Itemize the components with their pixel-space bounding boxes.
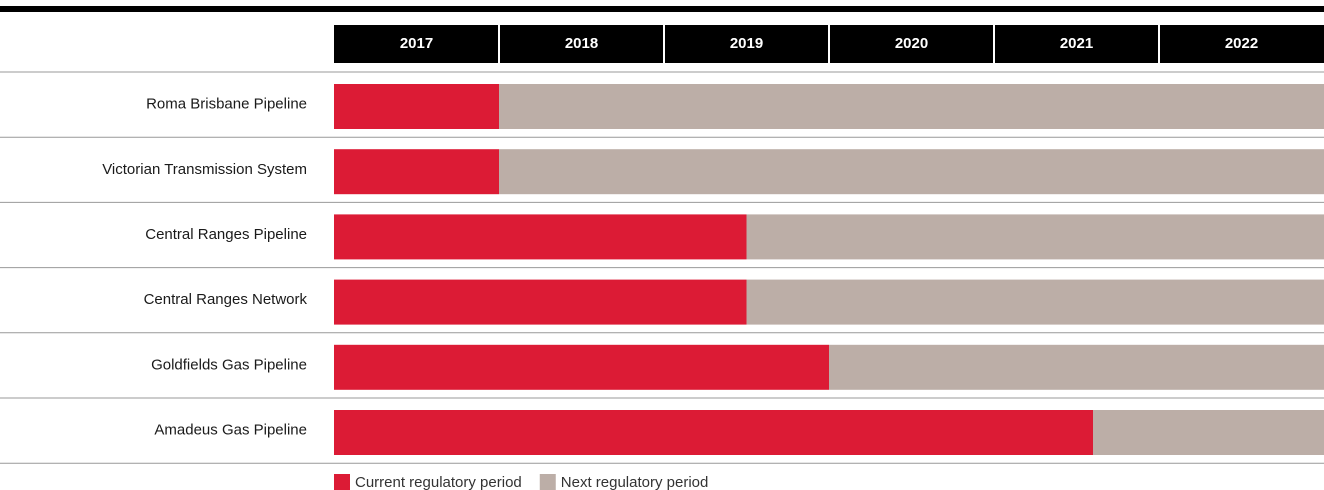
header-cell [1160, 25, 1324, 63]
current-period-bar [334, 84, 499, 129]
header-cell [500, 25, 663, 63]
row-label: Amadeus Gas Pipeline [154, 422, 307, 439]
row-label: Victorian Transmission System [102, 161, 307, 178]
current-period-bar [334, 410, 1093, 455]
next-period-bar [746, 279, 1324, 325]
current-period-bar [334, 279, 747, 325]
header-cell [830, 25, 993, 63]
legend-swatch [334, 474, 350, 490]
legend-label: Next regulatory period [561, 474, 709, 490]
row-label: Central Ranges Network [144, 291, 308, 308]
current-period-bar [334, 344, 829, 390]
current-period-bar [334, 214, 747, 260]
header-cell [995, 25, 1158, 63]
next-period-bar [746, 214, 1324, 260]
header-label: 2021 [1060, 35, 1093, 52]
header-cell [665, 25, 828, 63]
next-period-bar [829, 344, 1324, 390]
header-label: 2017 [400, 35, 433, 52]
header-label: 2018 [565, 35, 598, 52]
legend-label: Current regulatory period [355, 474, 522, 490]
row-label: Central Ranges Pipeline [145, 226, 307, 243]
next-period-bar [499, 84, 1324, 129]
row-label: Goldfields Gas Pipeline [151, 356, 307, 373]
header-label: 2019 [730, 35, 763, 52]
current-period-bar [334, 149, 499, 195]
header-label: 2020 [895, 35, 928, 52]
header-label: 2022 [1225, 35, 1258, 52]
row-label: Roma Brisbane Pipeline [146, 96, 307, 113]
legend-swatch [539, 474, 556, 490]
next-period-bar [499, 149, 1324, 195]
header-cell [334, 25, 498, 63]
top-rule [0, 6, 1324, 12]
next-period-bar [1093, 410, 1324, 455]
